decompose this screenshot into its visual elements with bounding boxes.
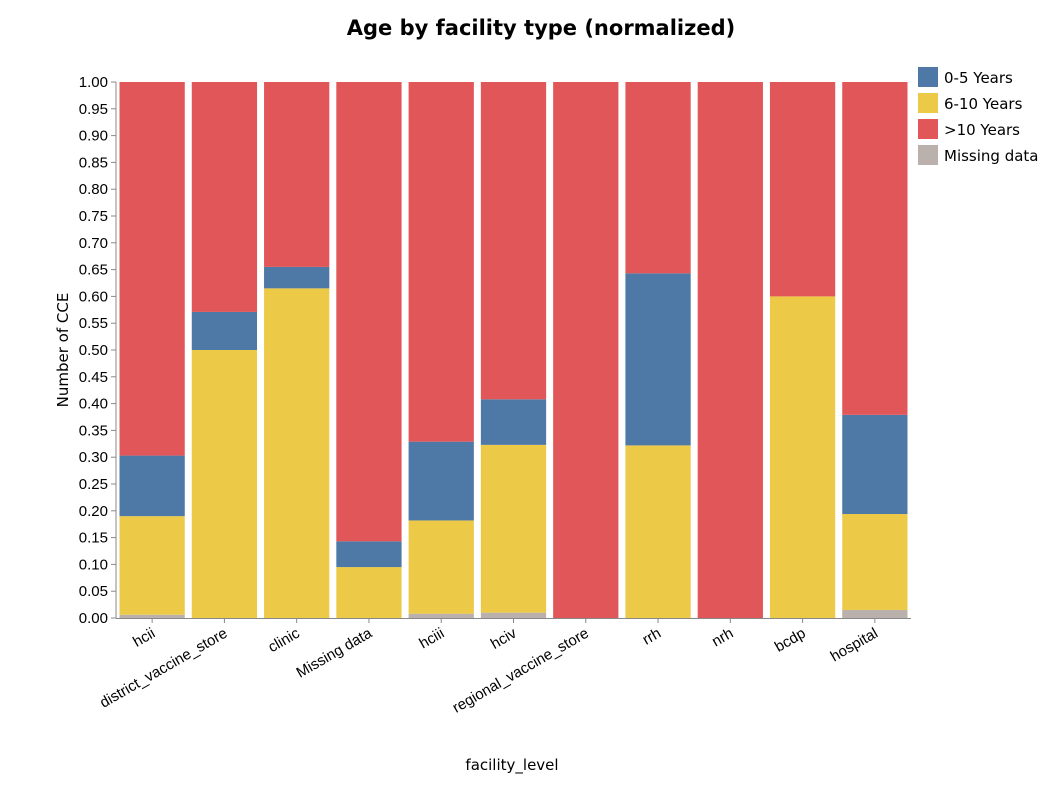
y-tick-label: 0.75 <box>79 208 108 225</box>
x-tick-label: hciv <box>488 624 520 652</box>
bar-segment <box>119 516 185 615</box>
bar-segment <box>264 82 330 267</box>
x-tick-label: regional_vaccine_store <box>450 625 592 717</box>
bar-segment <box>119 614 185 618</box>
bar-segment <box>697 82 763 618</box>
bar-segment <box>191 311 258 350</box>
bar-segment <box>625 82 691 274</box>
bars-layer <box>119 82 908 618</box>
x-axis-title: facility_level <box>465 756 558 775</box>
y-tick-label: 0.10 <box>79 556 108 573</box>
y-axis-title: Number of CCE <box>54 293 72 408</box>
y-tick-label: 0.65 <box>79 262 108 279</box>
x-tick-label: bcdp <box>772 625 809 656</box>
bar-segment <box>119 455 185 517</box>
legend-label: 6-10 Years <box>944 95 1023 113</box>
legend-swatch <box>918 67 938 87</box>
bar-segment <box>264 266 330 289</box>
y-tick-label: 0.00 <box>79 610 108 627</box>
legend-label: Missing data <box>944 147 1039 165</box>
bar-segment <box>191 82 258 312</box>
bar-segment <box>264 288 330 618</box>
y-tick-label: 0.30 <box>79 449 108 466</box>
y-tick-label: 0.40 <box>79 396 108 413</box>
legend-swatch <box>918 93 938 113</box>
y-tick-label: 0.50 <box>79 342 108 359</box>
y-tick-label: 0.20 <box>79 503 108 520</box>
bar-segment <box>480 82 547 400</box>
bar-segment <box>480 444 547 613</box>
y-tick-label: 0.05 <box>79 583 108 600</box>
bar-segment <box>842 82 908 415</box>
x-tick-label: hciii <box>416 625 447 653</box>
y-tick-label: 0.90 <box>79 128 108 145</box>
y-tick-label: 0.95 <box>79 101 108 118</box>
bar-segment <box>336 567 402 618</box>
bar-segment <box>480 399 547 445</box>
y-axis: 0.00 0.05 0.10 0.15 0.20 0.25 0.30 0.35 0.40 0.45… <box>79 74 117 627</box>
x-tick-label: nrh <box>709 625 736 651</box>
y-tick-label: 0.15 <box>79 530 108 547</box>
bar-segment <box>191 350 258 618</box>
x-tick-label: rrh <box>640 625 664 649</box>
legend-swatch <box>918 119 938 139</box>
y-tick-label: 1.00 <box>79 74 108 91</box>
legend-swatch <box>918 145 938 165</box>
legend-label: 0-5 Years <box>944 69 1013 87</box>
bar-segment <box>408 441 474 521</box>
x-tick-label: clinic <box>265 624 303 656</box>
bar-segment <box>408 82 474 442</box>
x-tick-label: district_vaccine_store <box>97 625 230 712</box>
x-tick-label: hcii <box>130 625 158 651</box>
bar-segment <box>842 514 908 610</box>
y-tick-label: 0.45 <box>79 369 108 386</box>
bar-segment <box>769 82 836 297</box>
bar-segment <box>625 445 691 618</box>
y-tick-label: 0.55 <box>79 315 108 332</box>
bar-segment <box>769 296 836 618</box>
bar-segment <box>842 414 908 515</box>
y-tick-label: 0.80 <box>79 181 108 198</box>
bar-segment <box>119 82 185 456</box>
y-tick-label: 0.35 <box>79 422 108 439</box>
bar-segment <box>553 82 619 618</box>
x-tick-label: hospital <box>828 625 881 666</box>
y-tick-label: 0.25 <box>79 476 108 493</box>
bar-segment <box>480 612 547 618</box>
bar-segment <box>408 613 474 618</box>
y-tick-label: 0.85 <box>79 154 108 171</box>
y-tick-label: 0.60 <box>79 288 108 305</box>
chart-title: Age by facility type (normalized) <box>347 16 735 40</box>
legend-label: >10 Years <box>944 121 1020 139</box>
bar-segment <box>336 82 402 542</box>
bar-segment <box>408 520 474 614</box>
legend: 0-5 Years 6-10 Years >10 Years Missing data <box>918 67 1039 165</box>
bar-segment <box>336 541 402 568</box>
bar-segment <box>842 609 908 618</box>
y-tick-label: 0.70 <box>79 235 108 252</box>
bar-segment <box>625 273 691 446</box>
x-tick-label: Missing data <box>294 624 376 681</box>
